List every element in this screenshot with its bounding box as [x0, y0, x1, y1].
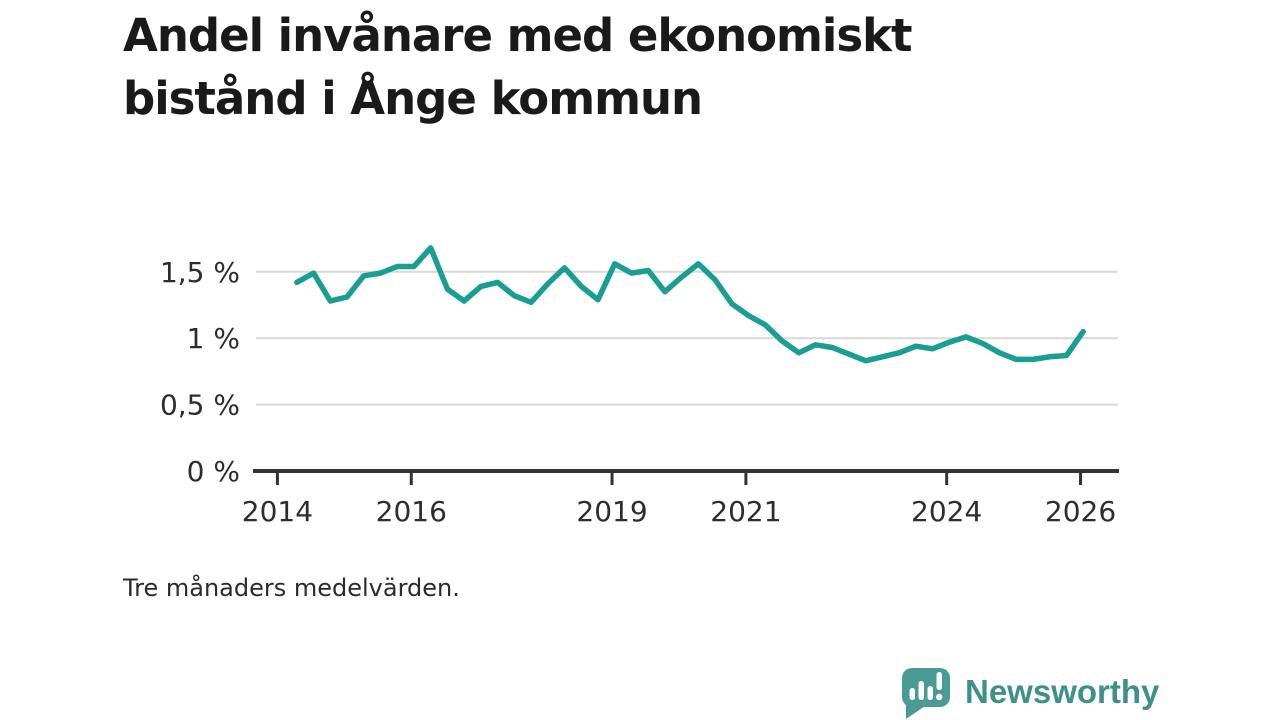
logo-bubble-tail [906, 700, 928, 719]
x-tick-label: 2016 [376, 495, 447, 528]
logo-bar-icon [909, 688, 915, 700]
x-tick-label: 2024 [911, 495, 982, 528]
x-tick-label: 2026 [1045, 495, 1116, 528]
logo-bar-icon [927, 686, 933, 700]
newsworthy-logo: Newsworthy [898, 663, 1159, 720]
x-tick-label: 2014 [242, 495, 313, 528]
series-line [294, 245, 1086, 364]
y-tick-label: 1 % [187, 322, 240, 355]
chart-title-line1: Andel invånare med ekonomiskt [123, 9, 913, 62]
y-tick-label: 1,5 % [160, 256, 240, 289]
y-tick-label: 0 % [187, 455, 240, 488]
logo-exclamation-dot-icon [936, 693, 943, 701]
x-tick-label: 2019 [576, 495, 647, 528]
chart-title-line2: bistånd i Ånge kommun [123, 72, 703, 125]
newsworthy-logo-icon [902, 668, 950, 719]
chart-title: Andel invånare med ekonomiskt bistånd i … [123, 4, 913, 130]
logo-bar-icon [918, 681, 924, 700]
newsworthy-logo-text: Newsworthy [965, 672, 1160, 710]
y-tick-label: 0,5 % [160, 389, 240, 422]
logo-exclamation-icon [936, 672, 942, 690]
x-tick-label: 2021 [710, 495, 781, 528]
chart-footnote: Tre månaders medelvärden. [123, 574, 460, 602]
